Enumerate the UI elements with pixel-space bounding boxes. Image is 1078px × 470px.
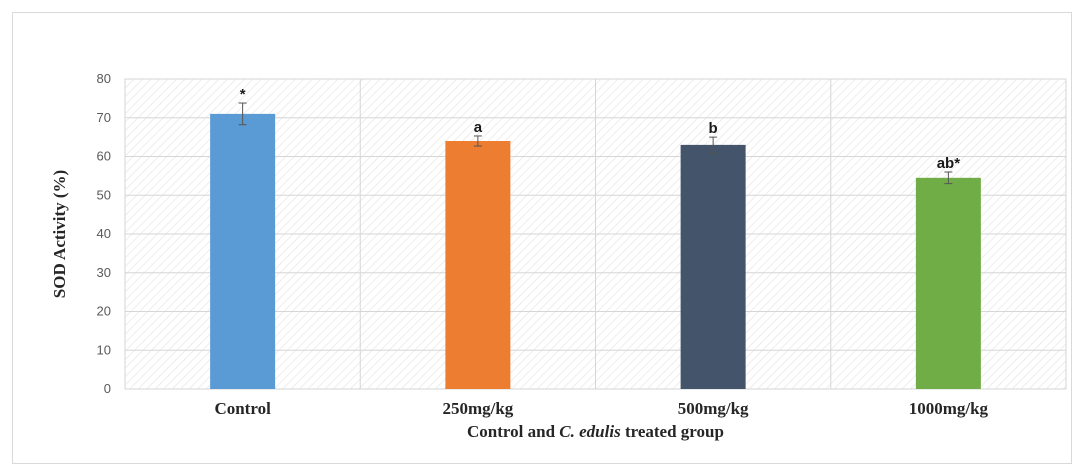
x-tick-label: 250mg/kg (442, 399, 513, 418)
x-axis-title-part: C. edulis (559, 422, 621, 441)
y-tick-label: 60 (97, 149, 111, 164)
data-label: * (240, 86, 246, 103)
chart-frame: 0 10 20 30 40 50 60 70 80 * Control a 250mg/kg b 500mg… (12, 12, 1072, 464)
gridlines (124, 78, 1067, 390)
bar-1 (210, 113, 276, 389)
x-axis-title: Control and C. edulis treated group (467, 422, 724, 441)
y-tick-label: 70 (97, 110, 111, 125)
y-tick-label: 80 (97, 71, 111, 86)
y-tick-label: 0 (104, 381, 111, 396)
labels: 0 10 20 30 40 50 60 70 80 * Control a 250mg/kg b 500mg… (97, 71, 989, 418)
data-label: a (474, 119, 483, 136)
bar-chart: 0 10 20 30 40 50 60 70 80 * Control a 250mg/kg b 500mg… (50, 71, 1067, 441)
data-label: ab* (937, 155, 961, 172)
y-tick-label: 30 (97, 265, 111, 280)
data-label: b (709, 120, 718, 137)
y-tick-label: 20 (97, 304, 111, 319)
x-axis-title-part: Control and (467, 422, 559, 441)
x-tick-label: 500mg/kg (678, 399, 749, 418)
bar-2 (445, 141, 511, 389)
x-tick-label: Control (214, 399, 271, 418)
y-axis-title: SOD Activity (%) (50, 170, 69, 298)
x-axis-title-part: treated group (621, 422, 724, 441)
bar-4 (915, 177, 981, 389)
bars (210, 102, 981, 389)
y-tick-label: 40 (97, 226, 111, 241)
bar-3 (680, 144, 746, 389)
y-tick-label: 10 (97, 342, 111, 357)
x-tick-label: 1000mg/kg (909, 399, 989, 418)
y-tick-label: 50 (97, 187, 111, 202)
